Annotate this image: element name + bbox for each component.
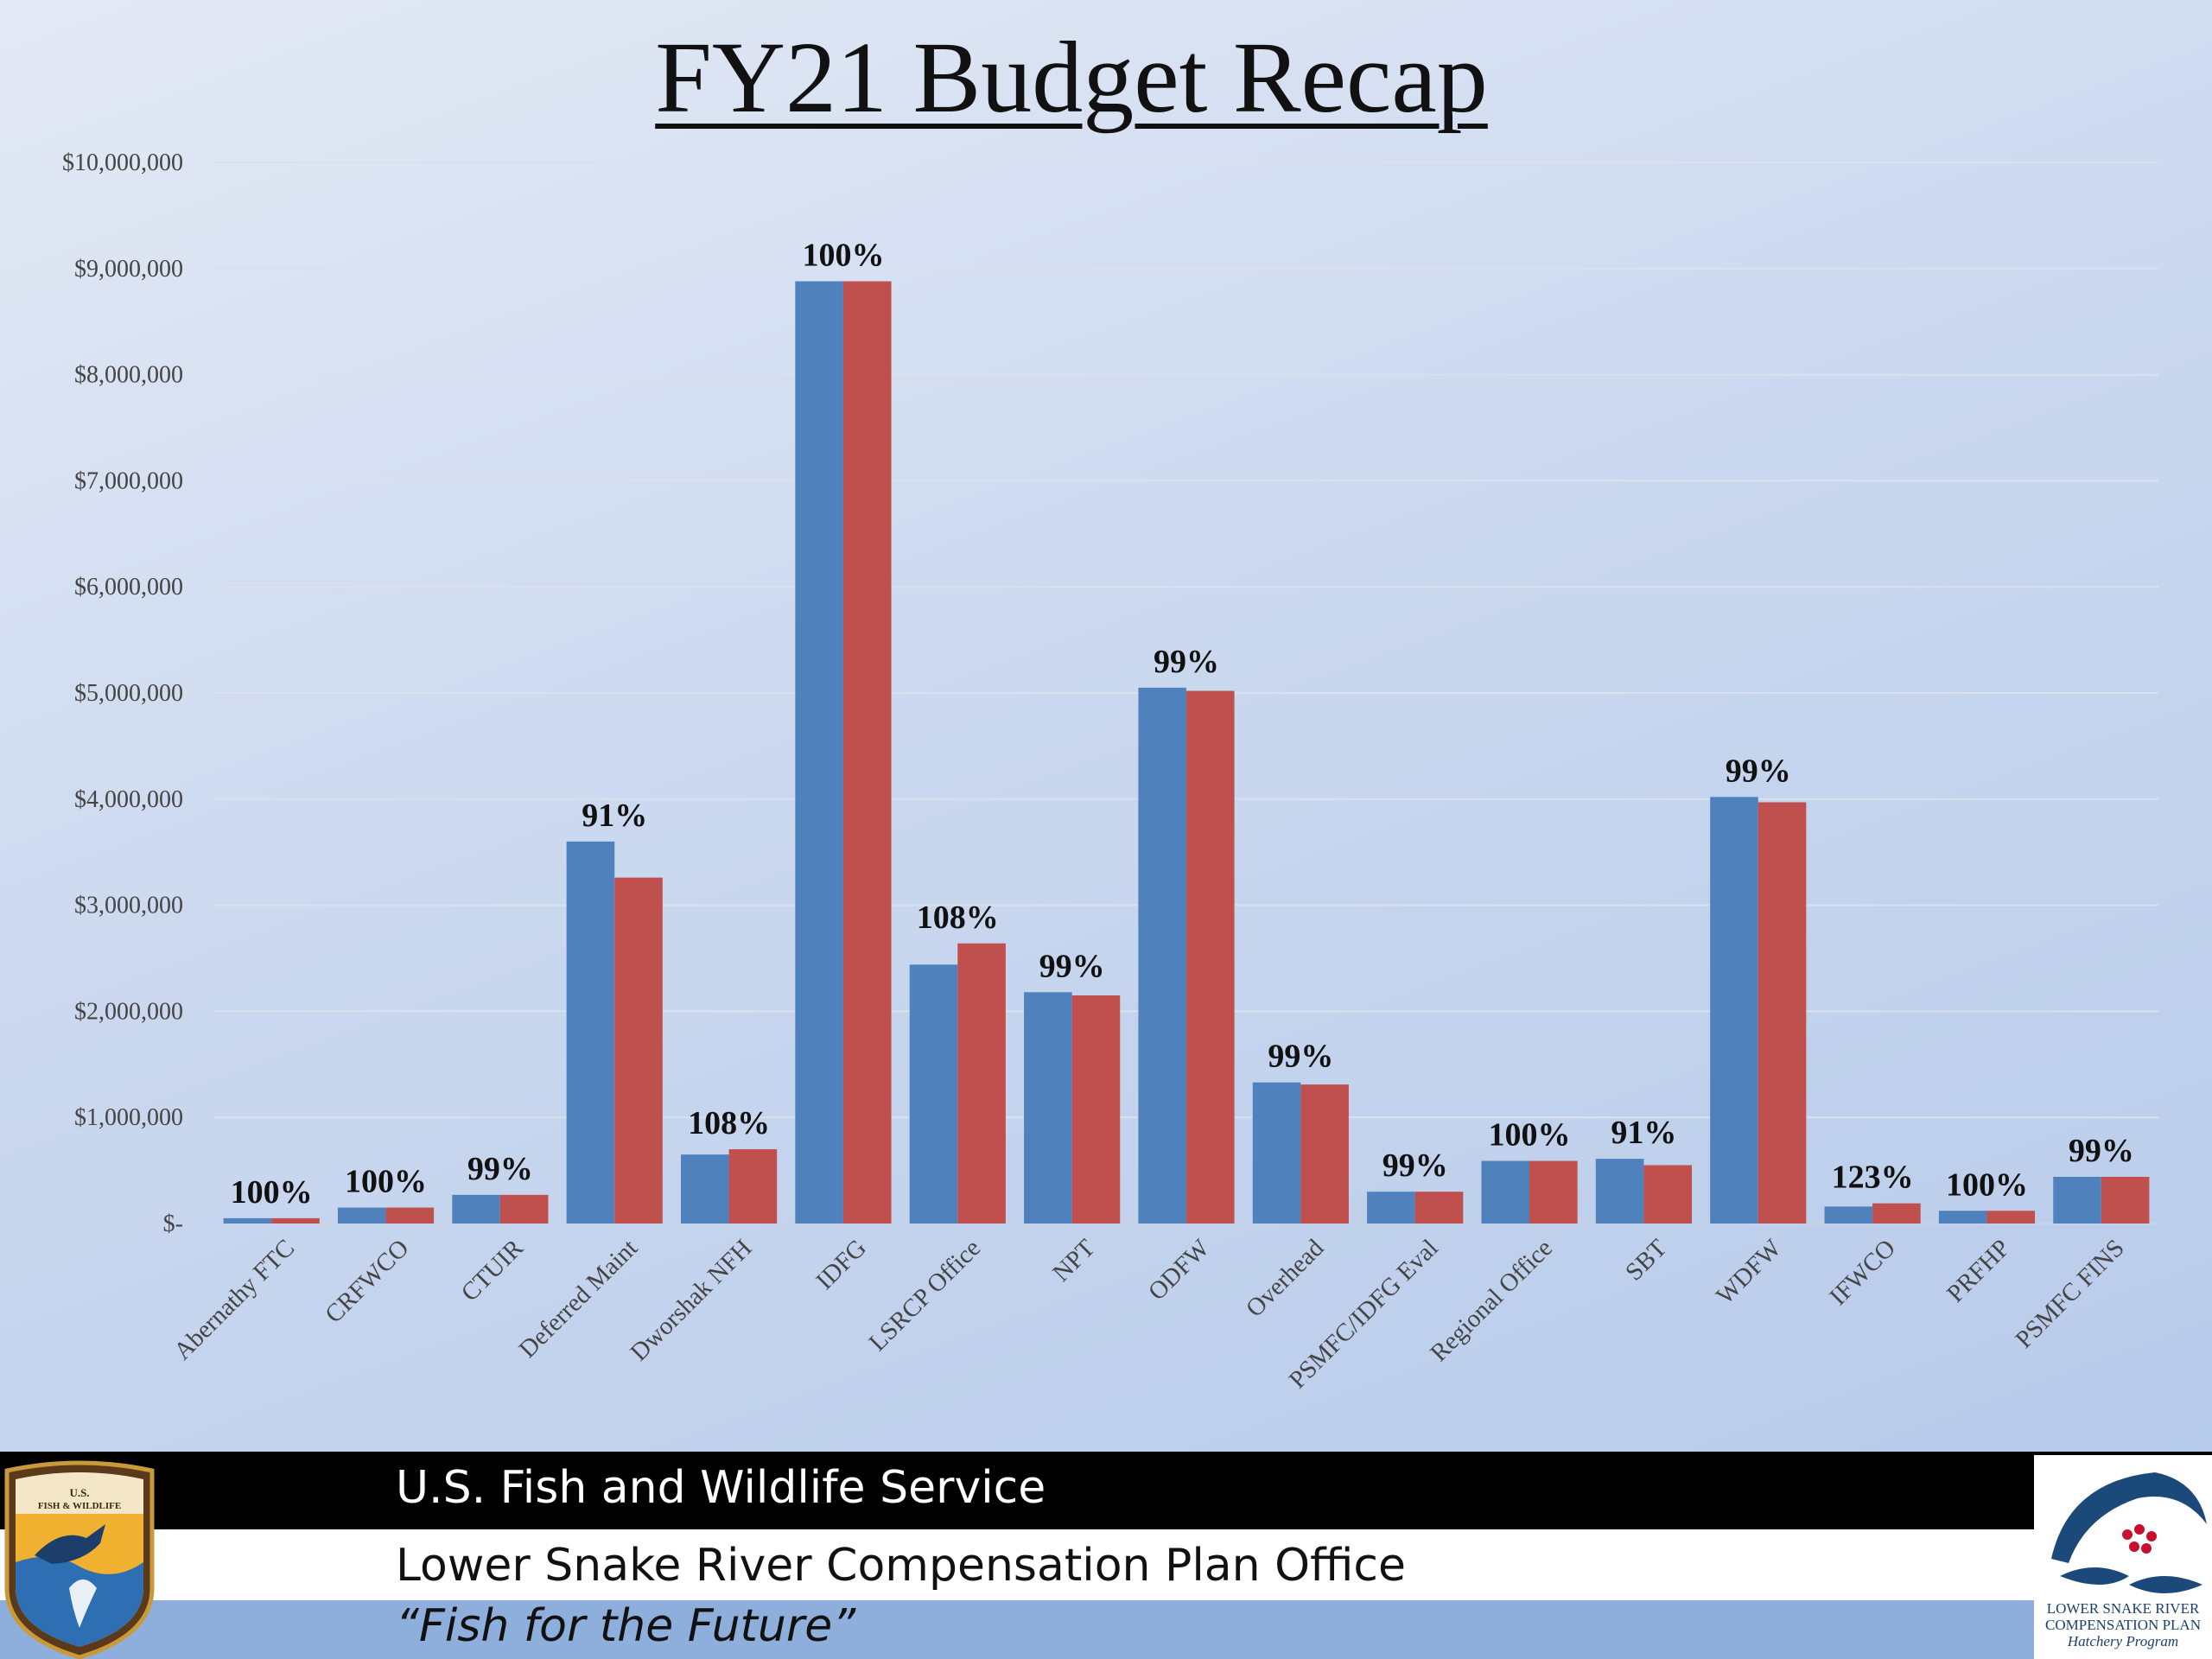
usfws-shield-logo: U.S. FISH & WILDLIFE bbox=[4, 1460, 155, 1659]
data-label: 123% bbox=[1832, 1160, 1914, 1196]
x-tick-label: IFWCO bbox=[1824, 1234, 1901, 1311]
x-tick-label: Abernathy FTC bbox=[168, 1234, 300, 1365]
y-tick-label: $1,000,000 bbox=[74, 1104, 183, 1131]
data-label: 100% bbox=[1946, 1166, 2028, 1203]
data-label: 100% bbox=[231, 1174, 313, 1211]
bar bbox=[385, 1207, 435, 1224]
data-label: 108% bbox=[917, 899, 999, 936]
footer-blue-band bbox=[0, 1600, 2212, 1659]
bar bbox=[1024, 992, 1072, 1224]
y-tick-label: $7,000,000 bbox=[74, 467, 183, 494]
bar bbox=[1300, 1084, 1349, 1224]
bar bbox=[1710, 797, 1758, 1224]
bar bbox=[1414, 1192, 1464, 1224]
x-tick-label: PRFHP bbox=[1942, 1234, 2015, 1307]
lsrcp-logo-caption: LOWER SNAKE RIVER COMPENSATION PLAN Hatc… bbox=[2045, 1600, 2201, 1649]
bar bbox=[909, 964, 958, 1224]
x-tick-label: NPT bbox=[1047, 1234, 1101, 1287]
y-tick-label: $2,000,000 bbox=[74, 998, 183, 1025]
x-tick-label: Dworshak NFH bbox=[625, 1234, 757, 1366]
bar bbox=[1138, 687, 1186, 1224]
bar bbox=[1186, 690, 1235, 1224]
bar bbox=[452, 1194, 500, 1224]
bar bbox=[728, 1149, 778, 1224]
data-label: 99% bbox=[1039, 948, 1105, 984]
bar bbox=[1643, 1165, 1692, 1224]
bar bbox=[1595, 1159, 1644, 1224]
bar bbox=[1252, 1082, 1301, 1224]
y-tick-label: $9,000,000 bbox=[74, 256, 183, 283]
data-label: 99% bbox=[1154, 644, 1219, 680]
data-label: 99% bbox=[1268, 1039, 1333, 1075]
y-tick-label: $3,000,000 bbox=[74, 893, 183, 919]
bar bbox=[337, 1207, 386, 1224]
bar bbox=[499, 1194, 549, 1224]
bar bbox=[1481, 1160, 1530, 1224]
x-tick-label: CTUIR bbox=[456, 1234, 530, 1307]
y-tick-label: $5,000,000 bbox=[74, 680, 183, 707]
bar bbox=[957, 943, 1006, 1224]
bar bbox=[2053, 1176, 2101, 1224]
x-tick-label: Deferred Maint bbox=[514, 1234, 644, 1363]
bar bbox=[1367, 1192, 1415, 1224]
footer-banner: U.S. Fish and Wildlife Service Lower Sna… bbox=[0, 1452, 2212, 1659]
bar bbox=[271, 1217, 320, 1224]
x-tick-label: IDFG bbox=[810, 1234, 872, 1295]
motto: “Fish for the Future” bbox=[396, 1600, 856, 1652]
x-tick-label: Regional Office bbox=[1425, 1234, 1558, 1367]
bar bbox=[1872, 1203, 1921, 1224]
agency-name: U.S. Fish and Wildlife Service bbox=[396, 1462, 1046, 1514]
y-tick-label: $10,000,000 bbox=[62, 149, 183, 176]
data-label: 100% bbox=[802, 238, 884, 274]
bar bbox=[566, 841, 615, 1224]
data-label: 99% bbox=[467, 1151, 533, 1187]
bar bbox=[223, 1217, 272, 1224]
bar bbox=[1758, 802, 1807, 1224]
data-label: 99% bbox=[2069, 1133, 2134, 1169]
footer-black-band bbox=[0, 1452, 2212, 1529]
y-tick-label: $8,000,000 bbox=[74, 362, 183, 389]
data-label: 99% bbox=[1382, 1147, 1448, 1184]
x-tick-label: Overhead bbox=[1241, 1234, 1330, 1323]
x-tick-label: CRFWCO bbox=[320, 1234, 414, 1328]
bar bbox=[795, 281, 843, 1224]
bar bbox=[1824, 1206, 1873, 1224]
lsrcp-fish-logo bbox=[2034, 1455, 2212, 1659]
slide-title: FY21 Budget Recap bbox=[655, 21, 1488, 134]
office-name: Lower Snake River Compensation Plan Offi… bbox=[396, 1540, 1406, 1592]
svg-text:U.S.: U.S. bbox=[69, 1486, 89, 1499]
bar bbox=[1986, 1211, 2036, 1224]
x-tick-label: WDFW bbox=[1711, 1234, 1787, 1310]
bar bbox=[614, 877, 663, 1224]
x-tick-label: PSMFC FINS bbox=[2010, 1234, 2129, 1353]
bar bbox=[1071, 995, 1121, 1224]
footer-white-band bbox=[0, 1529, 2212, 1600]
y-tick-label: $6,000,000 bbox=[74, 574, 183, 601]
bar bbox=[681, 1154, 729, 1224]
data-label: 99% bbox=[1726, 753, 1791, 789]
bar bbox=[1938, 1211, 1987, 1224]
data-label: 91% bbox=[1611, 1115, 1676, 1151]
bar bbox=[1529, 1160, 1578, 1224]
x-tick-label: LSRCP Office bbox=[864, 1234, 987, 1357]
data-label: 100% bbox=[345, 1164, 427, 1200]
data-label: 100% bbox=[1489, 1117, 1571, 1154]
svg-text:FISH & WILDLIFE: FISH & WILDLIFE bbox=[38, 1501, 121, 1511]
bar bbox=[842, 281, 892, 1224]
y-tick-label: $4,000,000 bbox=[74, 786, 183, 813]
x-tick-label: SBT bbox=[1620, 1234, 1672, 1286]
data-label: 91% bbox=[582, 798, 647, 834]
x-tick-label: ODFW bbox=[1143, 1234, 1215, 1306]
y-tick-label: $- bbox=[163, 1211, 183, 1237]
bar bbox=[2101, 1176, 2150, 1224]
bar-chart: $- $1,000,000 $2,000,000 $3,000,000 $4,000,0… bbox=[62, 149, 2158, 1394]
data-label: 108% bbox=[688, 1105, 770, 1141]
